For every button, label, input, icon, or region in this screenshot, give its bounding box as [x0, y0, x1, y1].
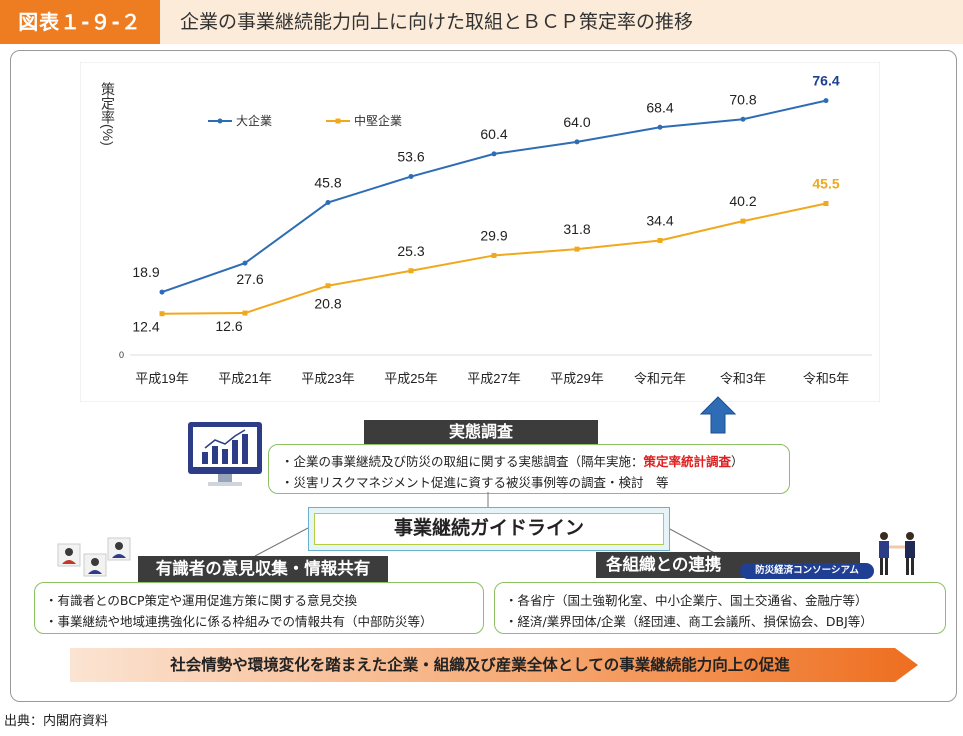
figure-label: 図表１-９-２	[0, 0, 160, 44]
monitor-chart-icon	[188, 422, 262, 486]
data-label-0-0: 18.9	[132, 264, 159, 280]
point-1-0	[159, 311, 165, 317]
legend-marker-mid	[335, 118, 341, 124]
data-label-0-7: 70.8	[729, 91, 756, 107]
handshake-icon	[879, 532, 915, 575]
data-label-0-4: 60.4	[480, 126, 507, 142]
experts-line-1: ・有識者とのBCP策定や運用促進方策に関する意見交換	[45, 593, 357, 608]
orgs-line-1: ・各省庁（国土強靭化室、中小企業庁、国土交通省、金融庁等）	[505, 593, 868, 608]
point-1-8	[823, 201, 829, 207]
survey-title: 実態調査	[364, 420, 598, 444]
x-tick-label-6: 令和元年	[634, 371, 686, 386]
point-0-7	[740, 116, 746, 122]
orgs-line-2: ・経済/業界団体/企業（経団連、商工会議所、損保協会、DBJ等）	[505, 614, 873, 629]
bottom-banner-arrow	[70, 648, 918, 682]
x-tick-label-3: 平成25年	[384, 371, 437, 386]
point-0-0	[159, 289, 165, 295]
consortium-pill: 防災経済コンソーシアム	[740, 563, 874, 579]
data-label-1-3: 25.3	[397, 243, 424, 259]
point-0-4	[491, 151, 497, 157]
survey-line-2: ・災害リスクマネジメント促進に資する被災事例等の調査・検討 等	[281, 475, 669, 490]
data-label-0-1: 27.6	[236, 271, 263, 287]
point-1-7	[740, 218, 746, 224]
point-1-2	[325, 283, 331, 289]
data-label-0-3: 53.6	[397, 149, 424, 165]
figure-title: 企業の事業継続能力向上に向けた取組とＢＣＰ策定率の推移	[180, 11, 694, 33]
orgs-box: ・各省庁（国土強靭化室、中小企業庁、国土交通省、金融庁等） ・経済/業界団体/企…	[494, 582, 946, 634]
point-0-5	[574, 139, 580, 145]
x-tick-label-2: 平成23年	[301, 371, 354, 386]
point-1-1	[242, 310, 248, 316]
figure-header: 図表１-９-２ 企業の事業継続能力向上に向けた取組とＢＣＰ策定率の推移	[0, 0, 963, 44]
data-label-1-0: 12.4	[132, 319, 159, 335]
data-label-1-7: 40.2	[729, 193, 756, 209]
x-tick-labels: 平成19年 平成21年 平成23年 平成25年 平成27年 平成29年 令和元年 令和3年 令和…	[135, 371, 849, 386]
legend-label-large: 大企業	[236, 113, 272, 128]
survey-line-1-text: ・企業の事業継続及び防災の取組に関する実態調査（隔年実施：	[281, 454, 644, 469]
point-1-4	[491, 252, 497, 258]
experts-title: 有識者の意見収集・情報共有	[138, 556, 388, 582]
x-tick-label-5: 平成29年	[550, 371, 603, 386]
data-label-1-1: 12.6	[215, 318, 242, 334]
x-tick-label-0: 平成19年	[135, 371, 188, 386]
survey-line-1: ・企業の事業継続及び防災の取組に関する実態調査（隔年実施：策定率統計調査）	[281, 451, 744, 470]
y-axis-label: 策定率(%)	[100, 81, 116, 145]
x-tick-label-4: 平成27年	[467, 371, 520, 386]
data-label-1-5: 31.8	[563, 221, 590, 237]
bottom-banner-text: 社会情勢や環境変化を踏まえた企業・組織及び産業全体としての事業継続能力向上の促進	[170, 656, 790, 674]
data-label-0-5: 64.0	[563, 114, 590, 130]
data-label-1-2: 20.8	[314, 296, 341, 312]
point-1-6	[657, 237, 663, 243]
legend-label-mid: 中堅企業	[354, 113, 402, 128]
data-label-1-4: 29.9	[480, 227, 507, 243]
point-0-3	[408, 174, 414, 180]
experts-people-icon	[57, 537, 131, 577]
data-label-0-2: 45.8	[314, 175, 341, 191]
experts-box: ・有識者とのBCP策定や運用促進方策に関する意見交換 ・事業継続や地域連携強化に…	[34, 582, 484, 634]
guideline-title: 事業継続ガイドライン	[314, 513, 664, 545]
bcp-rate-line-chart: 策定率(%) 0 大企業 中堅企業 18.9 27.6 45.8 53.6 60.4 64…	[80, 62, 880, 402]
point-0-1	[242, 260, 248, 266]
survey-highlight: 策定率統計調査	[643, 454, 732, 469]
x-tick-label-1: 平成21年	[218, 371, 271, 386]
data-label-0-8: 76.4	[812, 73, 839, 89]
point-1-3	[408, 268, 414, 274]
point-1-5	[574, 246, 580, 252]
survey-box: ・企業の事業継続及び防災の取組に関する実態調査（隔年実施：策定率統計調査） ・災…	[268, 444, 790, 494]
survey-line-1-suffix: ）	[731, 454, 744, 469]
legend: 大企業 中堅企業	[208, 113, 402, 128]
source-note: 出典：内閣府資料	[4, 714, 109, 729]
point-0-8	[823, 98, 829, 104]
data-label-1-8: 45.5	[812, 176, 839, 192]
experts-line-2: ・事業継続や地域連携強化に係る枠組みでの情報共有（中部防災等）	[45, 614, 433, 629]
x-tick-label-8: 令和5年	[803, 371, 849, 386]
guideline-frame: 事業継続ガイドライン	[308, 507, 670, 551]
x-tick-label-7: 令和3年	[720, 371, 766, 386]
series-group: 18.9 27.6 45.8 53.6 60.4 64.0 68.4 70.8 76.4 12.4…	[132, 73, 839, 335]
data-label-1-6: 34.4	[646, 212, 673, 228]
legend-marker-large	[217, 118, 223, 124]
y-tick-label-0: 0	[119, 350, 124, 360]
up-arrow-icon	[700, 396, 736, 434]
data-label-0-6: 68.4	[646, 99, 673, 115]
point-0-2	[325, 200, 331, 206]
point-0-6	[657, 124, 663, 130]
